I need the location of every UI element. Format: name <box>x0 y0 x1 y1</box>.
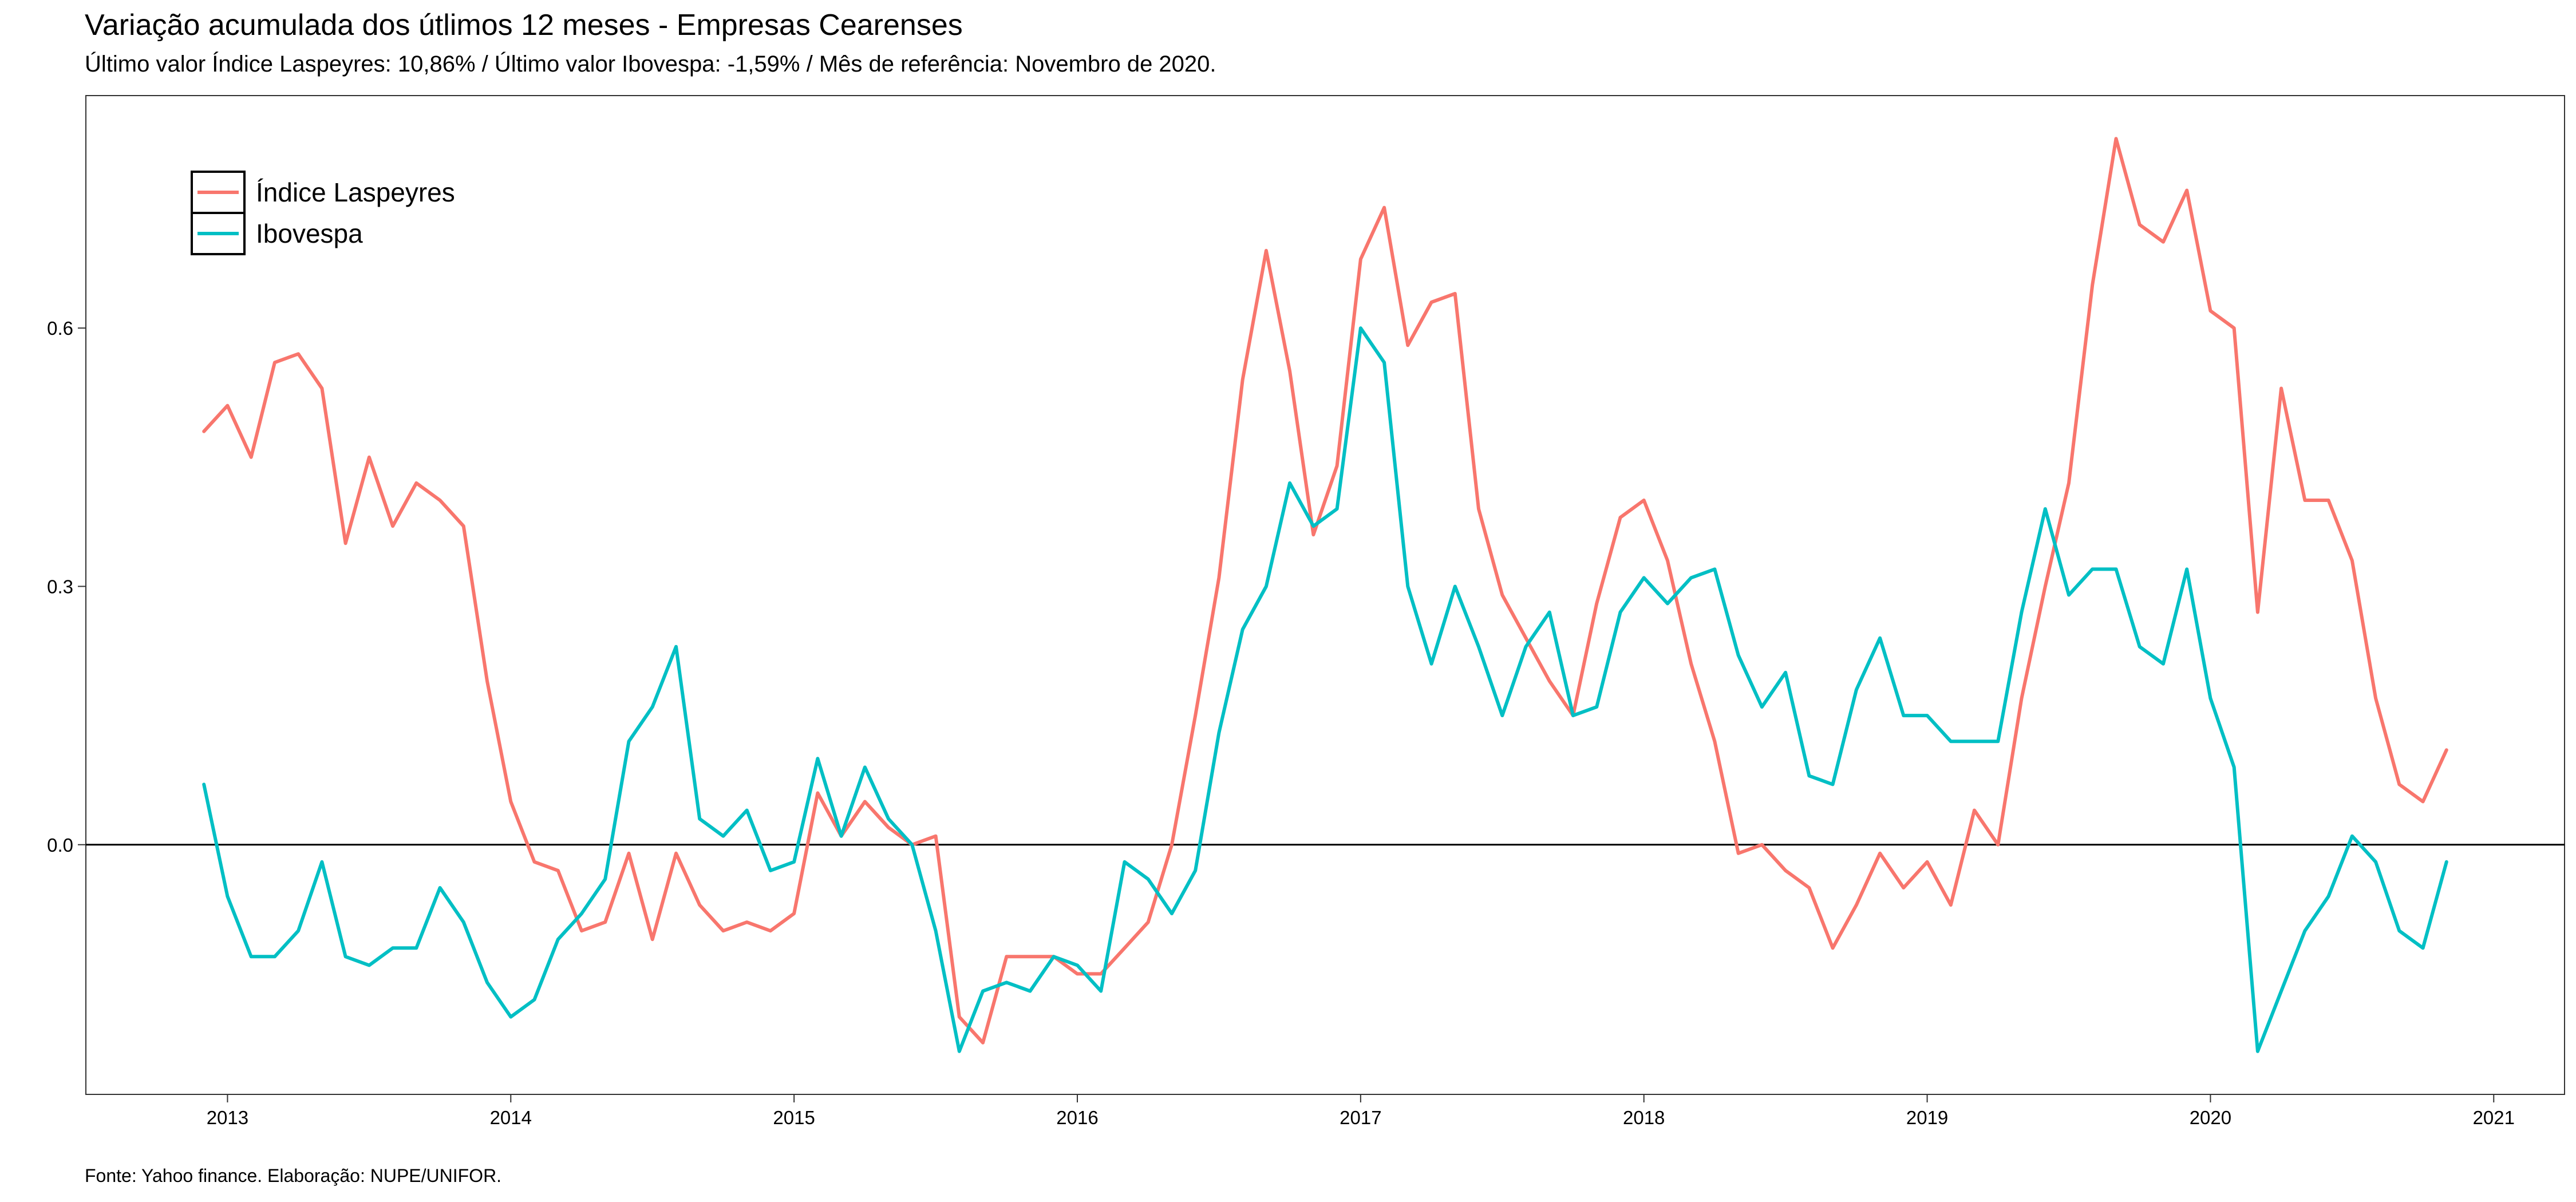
legend-label: Ibovespa <box>256 219 363 248</box>
series-line-ibovespa <box>202 326 2448 1053</box>
chart-caption: Fonte: Yahoo finance. Elaboração: NUPE/U… <box>85 1165 502 1186</box>
x-tick-label: 2018 <box>1623 1107 1665 1128</box>
x-tick-label: 2015 <box>773 1107 815 1128</box>
chart-title: Variação acumulada dos útlimos 12 meses … <box>85 9 963 42</box>
x-tick-label: 2019 <box>1906 1107 1948 1128</box>
chart-subtitle: Último valor Índice Laspeyres: 10,86% / … <box>85 52 1216 77</box>
plot-panel-border <box>85 95 2565 1095</box>
x-tick-label: 2014 <box>490 1107 532 1128</box>
x-tick-label: 2020 <box>2190 1107 2231 1128</box>
y-tick-label: 0.6 <box>47 318 73 339</box>
x-tick-label: 2021 <box>2473 1107 2515 1128</box>
x-tick-label: 2016 <box>1056 1107 1098 1128</box>
legend-label: Índice Laspeyres <box>256 177 455 207</box>
y-tick-label: 0.3 <box>47 576 73 597</box>
x-tick-label: 2017 <box>1340 1107 1381 1128</box>
x-tick-label: 2013 <box>207 1107 248 1128</box>
series-line-laspeyres <box>202 137 2448 1045</box>
y-tick-label: 0.0 <box>47 835 73 856</box>
